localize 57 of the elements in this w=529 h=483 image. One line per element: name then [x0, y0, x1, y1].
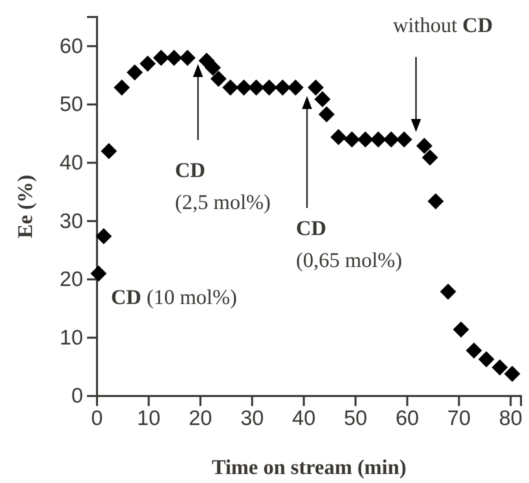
point	[504, 366, 520, 382]
y-tick-label: 0	[71, 384, 83, 408]
point	[90, 265, 107, 282]
x-tick-label: 10	[137, 406, 160, 430]
annotation: CD (0,65 mol%)	[296, 216, 402, 272]
point	[318, 106, 335, 122]
y-tick-label: 30	[60, 210, 83, 233]
annotation: CD (2,5 mol%)	[175, 158, 271, 214]
y-axis-title: Ee (%)	[13, 174, 37, 238]
point	[222, 79, 238, 96]
y-tick-label: 20	[60, 268, 83, 292]
point	[153, 50, 170, 66]
point	[344, 131, 360, 148]
point	[210, 70, 227, 87]
point	[308, 79, 324, 96]
point	[416, 138, 432, 154]
point	[274, 79, 291, 96]
point	[236, 79, 252, 96]
y-tick-label: 40	[60, 151, 83, 174]
point	[466, 342, 482, 359]
x-tick-label: 20	[188, 406, 212, 430]
point	[96, 228, 112, 244]
point	[396, 131, 412, 148]
y-tick-label: 50	[60, 93, 83, 116]
x-tick-label: 50	[344, 406, 368, 430]
point	[166, 50, 182, 66]
point	[314, 91, 331, 108]
point	[357, 131, 374, 148]
point	[478, 351, 494, 368]
point	[204, 60, 221, 76]
annotation: CD (10 mol%)	[111, 285, 238, 309]
x-tick-label: 40	[292, 406, 316, 430]
point	[383, 131, 400, 148]
point	[452, 321, 470, 338]
x-tick-label: 0	[91, 406, 103, 430]
point	[330, 129, 347, 146]
point	[100, 143, 117, 160]
point	[492, 359, 508, 376]
y-tick-label: 10	[60, 326, 83, 350]
x-axis-title: Time on stream (min)	[212, 455, 406, 479]
point	[440, 284, 456, 300]
point	[248, 79, 264, 96]
x-tick-label: 30	[240, 406, 264, 430]
point	[140, 56, 156, 72]
y-tick-label: 60	[60, 34, 83, 58]
annotation: without CD	[393, 13, 493, 37]
point	[179, 50, 196, 66]
point	[428, 193, 444, 210]
x-tick-label: 70	[447, 406, 471, 430]
point	[422, 149, 438, 166]
x-tick-label: 60	[396, 406, 419, 430]
point	[261, 79, 278, 96]
point	[370, 131, 386, 148]
point	[126, 64, 143, 80]
point	[114, 79, 130, 96]
point	[287, 79, 304, 96]
x-tick-label: 80	[498, 406, 522, 430]
